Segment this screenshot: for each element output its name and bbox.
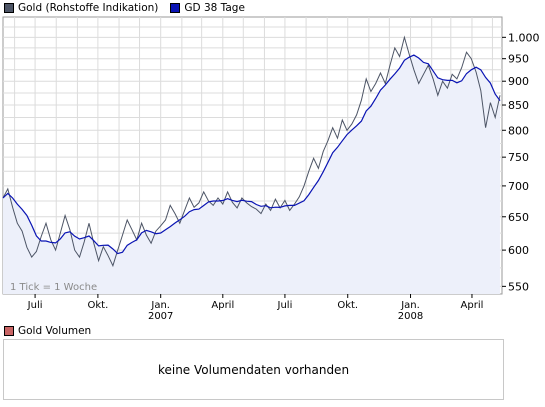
y-tick-label: 550 [508, 280, 529, 293]
y-tick-label: 800 [508, 124, 529, 137]
x-year-label: 2007 [148, 311, 173, 322]
price-chart: 550 600 650 700 750 800 850 900 950 1.000 Juli Okt.… [2, 16, 540, 322]
tick-note: 1 Tick = 1 Woche [10, 282, 97, 293]
volume-legend: Gold Volumen [4, 325, 91, 337]
x-tick-label: April [211, 300, 234, 311]
x-tick-label: Juli [277, 300, 293, 311]
series-line-gold [2, 35, 501, 268]
legend-label-volume: Gold Volumen [18, 325, 92, 337]
y-tick-label: 850 [508, 99, 529, 112]
legend-swatch-volume [4, 326, 14, 336]
chart-legend: Gold (Rohstoffe Indikation) GD 38 Tage [4, 1, 257, 15]
y-tick-label: 650 [508, 211, 529, 224]
legend-label-gd: GD 38 Tage [184, 2, 245, 14]
legend-item-gold: Gold (Rohstoffe Indikation) [4, 2, 158, 14]
y-tick-label: 900 [508, 75, 529, 88]
y-tick-label: 750 [508, 151, 529, 164]
x-tick-label: Jan. [150, 300, 170, 311]
x-tick-label: Jan. [400, 300, 420, 311]
y-tick-label: 600 [508, 244, 529, 257]
legend-label-gold: Gold (Rohstoffe Indikation) [18, 2, 159, 14]
volume-panel: keine Volumendaten vorhanden [3, 339, 504, 400]
legend-swatch-gold [4, 3, 14, 13]
y-tick-label: 700 [508, 180, 529, 193]
series-line-gd38 [2, 54, 501, 255]
y-tick-label: 1.000 [508, 31, 540, 44]
x-tick-label: Okt. [337, 300, 358, 311]
legend-swatch-gd [170, 3, 181, 13]
x-tick-label: April [461, 300, 484, 311]
moving-average-area [3, 55, 500, 294]
x-tick-label: Juli [27, 300, 43, 311]
x-tick-label: Okt. [88, 300, 109, 311]
volume-message: keine Volumendaten vorhanden [157, 362, 350, 377]
legend-item-gd: GD 38 Tage [170, 2, 245, 14]
y-tick-label: 950 [508, 53, 529, 66]
x-year-label: 2008 [398, 311, 423, 322]
